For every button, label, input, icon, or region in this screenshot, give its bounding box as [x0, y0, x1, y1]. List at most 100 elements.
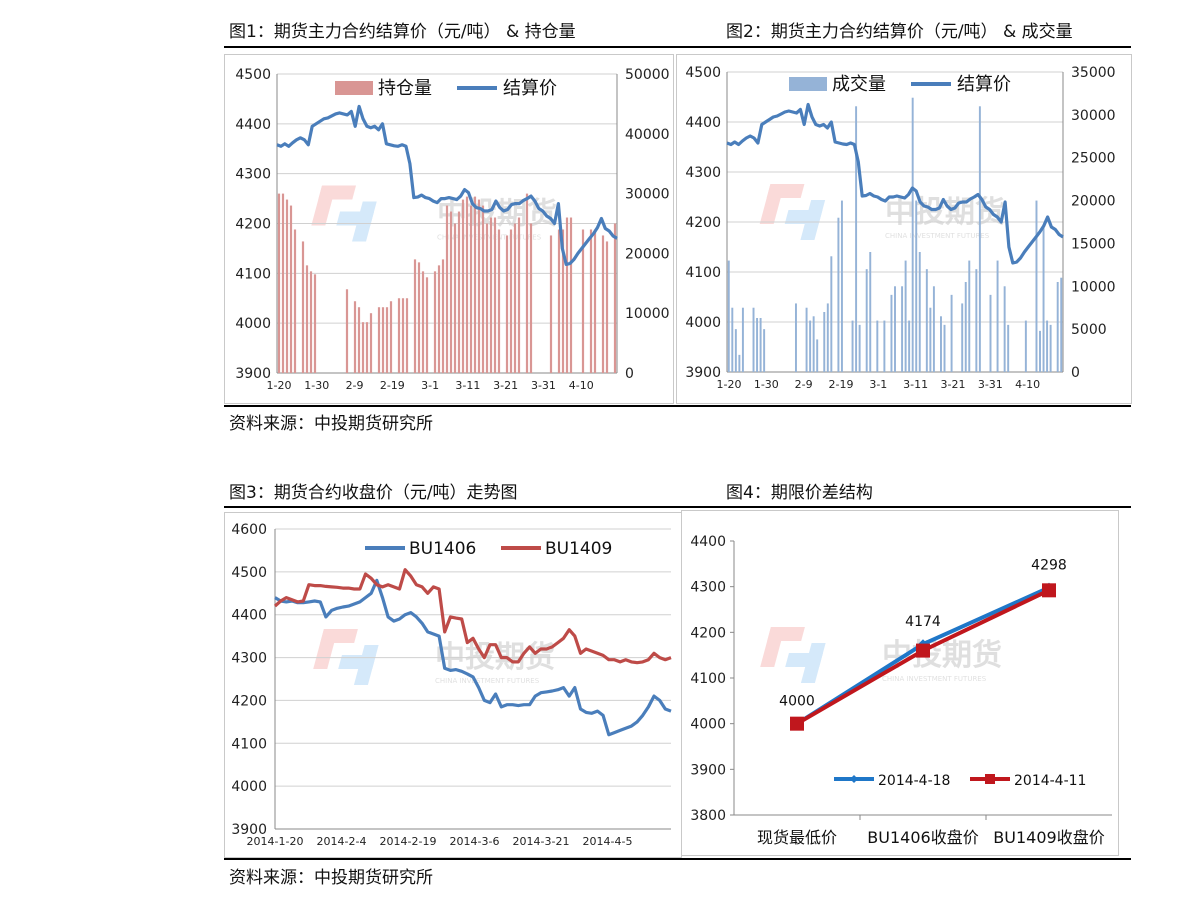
- fig2-yright-tick: 10000: [1071, 279, 1116, 295]
- fig2-bar: [752, 307, 755, 372]
- fig1-bar: [469, 205, 473, 373]
- fig2-bar: [756, 318, 759, 372]
- fig3-watermark-c: [338, 655, 376, 669]
- fig4-panel: 中投期货 CHINA INVESTMENT FUTURES 3800 3900 4000…: [681, 510, 1119, 856]
- fig4-marker-square: [916, 643, 930, 658]
- fig1-yright-tick: 20000: [625, 246, 670, 262]
- fig1-bar: [605, 241, 609, 373]
- fig1-bar: [389, 301, 393, 373]
- fig2-bar: [731, 307, 734, 372]
- fig2-legend-label-bar: 成交量: [832, 74, 886, 95]
- fig2-bar: [858, 324, 861, 372]
- fig2-bar: [1042, 226, 1045, 372]
- fig2-x-tick: 2-19: [829, 378, 854, 391]
- fig1-bar: [465, 196, 469, 373]
- source-note-1: 资料来源：中投期货研究所: [229, 414, 433, 434]
- fig4-marker-square: [790, 716, 804, 731]
- fig3-watermark-a: [320, 629, 358, 643]
- fig1-yright-tick: 0: [625, 366, 634, 382]
- fig3-x-tick: 2014-1-20: [247, 835, 304, 848]
- fig4-y-tick: 4300: [690, 580, 726, 596]
- fig1-bar: [405, 298, 409, 373]
- fig2-yleft-tick: 4000: [685, 315, 721, 331]
- fig2-bar: [830, 256, 833, 372]
- fig3-y-tick: 4500: [231, 565, 267, 581]
- fig3-y-tick: 4100: [231, 736, 267, 752]
- fig3-panel: 中投期货 CHINA INVESTMENT FUTURES 3900 4000 4100…: [224, 512, 682, 858]
- fig3-y-tick: 4000: [231, 779, 267, 795]
- fig2-bar: [1039, 330, 1041, 372]
- fig1-bar: [357, 307, 361, 373]
- top-rule: [224, 46, 1131, 48]
- fig2-bar: [869, 252, 872, 372]
- fig1-bar: [481, 205, 485, 373]
- fig4-category-label: BU1406收盘价: [867, 828, 978, 847]
- fig1-bar: [425, 277, 429, 373]
- fig1-bar: [401, 298, 405, 373]
- fig2-panel: 中投期货 CHINA INVESTMENT FUTURES 3900 4000 4100…: [676, 54, 1132, 404]
- fig1-bar: [285, 199, 289, 373]
- fig1-bar: [457, 211, 461, 373]
- fig1-x-tick: 3-21: [493, 379, 518, 392]
- fig1-bar: [549, 235, 553, 373]
- fig2-bar: [929, 307, 932, 372]
- fig2-bar: [741, 307, 744, 372]
- fig2-bar: [968, 260, 971, 372]
- fig2-bar: [816, 339, 819, 372]
- fig1-bar: [569, 217, 573, 373]
- fig1-yright-tick: 30000: [625, 187, 670, 203]
- fig1-bar: [557, 229, 561, 373]
- fig2-yright-tick: 30000: [1071, 108, 1116, 124]
- fig1-bar: [281, 193, 285, 373]
- fig2-bar: [865, 269, 868, 372]
- fig2-bar: [961, 303, 964, 372]
- fig1-bar: [613, 223, 617, 373]
- fig4-legend-marker: [985, 774, 995, 784]
- fig2-bar: [890, 294, 893, 372]
- fig2-bar: [837, 217, 840, 372]
- fig1-bar: [593, 229, 597, 373]
- fig2-x-tick: 3-11: [903, 378, 928, 391]
- fig2-bar: [826, 303, 829, 372]
- fig1-bar: [497, 229, 501, 373]
- fig1-x-tick: 2-19: [380, 379, 405, 392]
- fig2-bar: [901, 286, 904, 372]
- fig4-category-label: 现货最低价: [757, 828, 837, 847]
- fig2-bar: [1060, 277, 1063, 372]
- fig4-title: 图4：期限价差结构: [726, 483, 873, 503]
- fig1-x-tick: 3-11: [455, 379, 480, 392]
- fig3-y-tick: 4300: [231, 651, 267, 667]
- fig1-bar: [421, 271, 425, 373]
- fig4-legend-label-2: 2014-4-11: [1014, 773, 1086, 789]
- fig2-bar: [876, 320, 879, 372]
- fig1-panel: 中投期货 CHINA INVESTMENT FUTURES 3900 4000 4100…: [224, 54, 674, 404]
- fig2-bar: [727, 260, 730, 372]
- fig3-watermark-subtext: CHINA INVESTMENT FUTURES: [435, 677, 540, 685]
- fig1-bar: [361, 322, 365, 373]
- fig1-bar: [489, 217, 493, 373]
- fig4-marker-square: [1042, 583, 1056, 598]
- fig2-bar: [805, 307, 808, 372]
- fig4-y-tick: 4000: [690, 717, 726, 733]
- fig4-watermark-subtext: CHINA INVESTMENT FUTURES: [882, 675, 987, 683]
- fig4-data-label: 4174: [905, 614, 941, 630]
- fig1-bar: [313, 274, 317, 373]
- fig4-watermark-c: [785, 653, 823, 667]
- fig4-data-label: 4000: [779, 694, 815, 710]
- fig1-yright-tick: 10000: [625, 306, 670, 322]
- fig2-bar: [840, 200, 843, 372]
- fig1-bar: [589, 229, 593, 373]
- fig2-yright-tick: 25000: [1071, 151, 1116, 167]
- fig2-yleft-tick: 4300: [685, 165, 721, 181]
- fig1-yleft-tick: 4100: [235, 266, 271, 282]
- fig1-watermark-subtext: CHINA INVESTMENT FUTURES: [437, 234, 542, 242]
- fig1-bar: [473, 196, 477, 373]
- fig3-x-tick: 2014-2-4: [317, 835, 367, 848]
- fig2-legend-swatch-bar: [789, 77, 827, 91]
- fig2-bar: [759, 318, 762, 372]
- fig1-bar: [385, 307, 389, 373]
